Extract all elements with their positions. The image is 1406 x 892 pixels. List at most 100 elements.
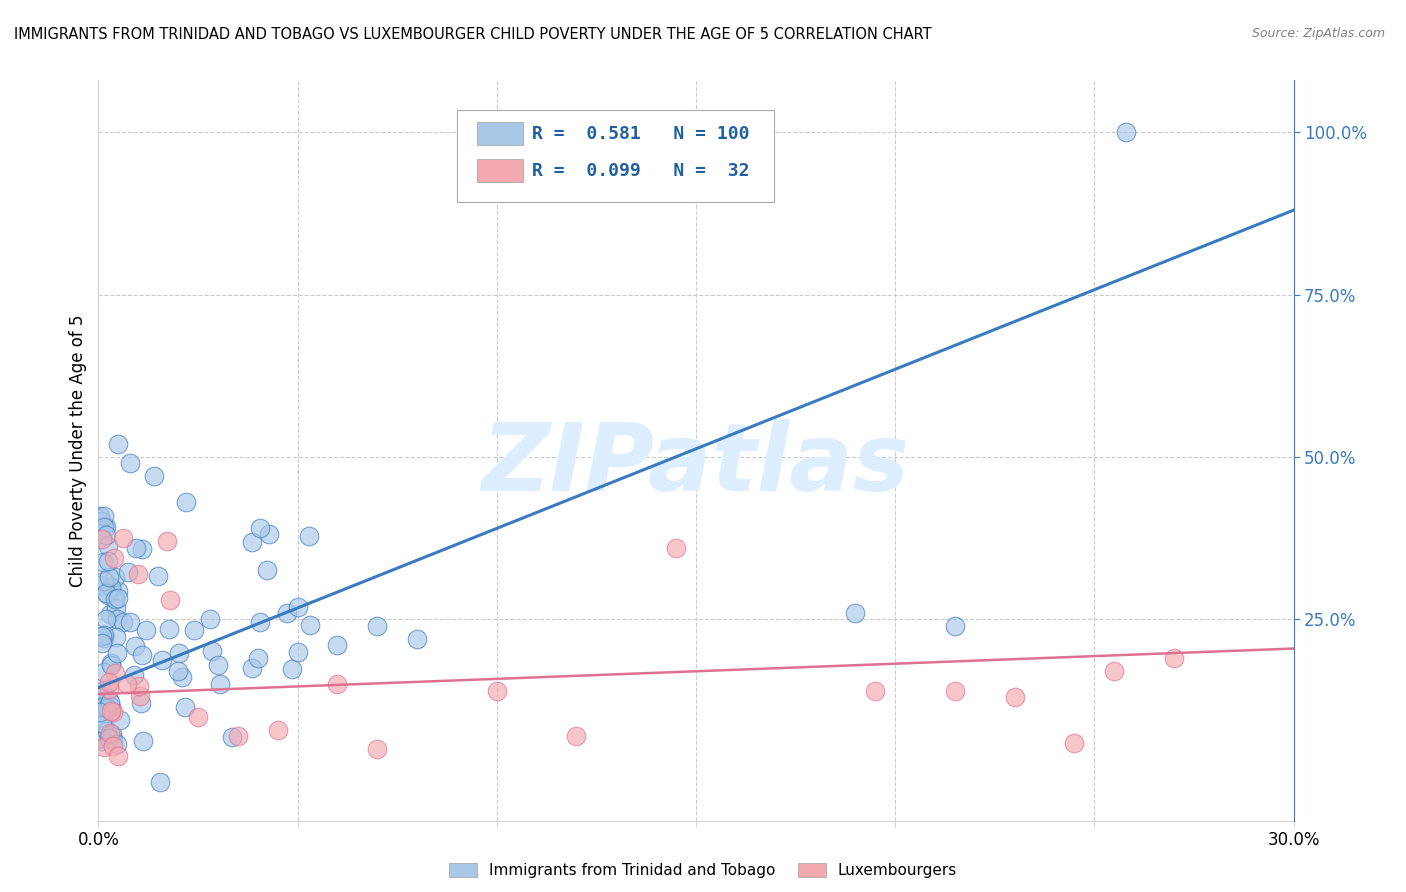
Point <box>97 569 120 583</box>
Point <box>98 607 121 622</box>
Point <box>366 619 388 633</box>
Point <box>149 774 172 789</box>
Point <box>94 612 117 626</box>
Point <box>124 639 146 653</box>
Point <box>326 677 349 691</box>
Point <box>246 651 269 665</box>
Point <box>90 514 112 528</box>
Point <box>118 615 141 629</box>
Point <box>91 711 114 725</box>
Point <box>150 653 173 667</box>
Point <box>91 532 114 546</box>
Point <box>94 528 117 542</box>
FancyBboxPatch shape <box>477 122 523 145</box>
Y-axis label: Child Poverty Under the Age of 5: Child Poverty Under the Age of 5 <box>69 314 87 587</box>
Point <box>1104 665 1126 679</box>
Point <box>89 578 111 592</box>
Point <box>101 739 124 753</box>
Point <box>103 551 125 566</box>
Point <box>326 638 349 652</box>
Point <box>1163 651 1185 665</box>
Point <box>298 529 321 543</box>
Point <box>173 700 195 714</box>
Point <box>276 607 298 621</box>
Point <box>107 591 129 605</box>
Point <box>159 592 181 607</box>
Point <box>174 495 197 509</box>
Point <box>93 665 115 679</box>
Point <box>96 520 118 534</box>
Point <box>406 632 429 646</box>
Point <box>97 691 120 706</box>
Point <box>183 624 205 638</box>
Point <box>105 737 128 751</box>
Point <box>100 658 122 673</box>
Text: IMMIGRANTS FROM TRINIDAD AND TOBAGO VS LUXEMBOURGER CHILD POVERTY UNDER THE AGE : IMMIGRANTS FROM TRINIDAD AND TOBAGO VS L… <box>14 27 932 42</box>
Point <box>89 523 111 537</box>
Point <box>242 661 264 675</box>
Point <box>100 581 122 595</box>
Point <box>104 570 127 584</box>
Point <box>207 657 229 672</box>
Point <box>98 675 121 690</box>
Point <box>91 683 114 698</box>
Legend: Immigrants from Trinidad and Tobago, Luxembourgers: Immigrants from Trinidad and Tobago, Lux… <box>443 857 963 884</box>
Point <box>226 729 249 743</box>
Point <box>943 683 966 698</box>
Point <box>124 541 146 555</box>
Text: Source: ZipAtlas.com: Source: ZipAtlas.com <box>1251 27 1385 40</box>
Point <box>156 533 179 548</box>
Point <box>131 541 153 556</box>
Point <box>221 731 243 745</box>
Point <box>105 630 128 644</box>
Point <box>91 636 114 650</box>
Point <box>105 647 128 661</box>
Point <box>112 532 135 546</box>
Point <box>97 554 120 568</box>
Point <box>104 592 127 607</box>
Point <box>90 733 112 747</box>
Point <box>198 612 221 626</box>
Point <box>105 601 128 615</box>
Point <box>93 628 115 642</box>
Point <box>131 648 153 662</box>
Point <box>107 748 129 763</box>
Point <box>115 676 138 690</box>
Point <box>96 701 118 715</box>
Point <box>665 541 688 555</box>
Point <box>143 469 166 483</box>
Point <box>94 586 117 600</box>
Point <box>97 702 120 716</box>
Point <box>1063 736 1085 750</box>
Point <box>91 700 114 714</box>
Point <box>565 729 588 743</box>
Point <box>167 665 190 679</box>
Text: R =  0.099   N =  32: R = 0.099 N = 32 <box>533 161 749 179</box>
Point <box>366 742 388 756</box>
FancyBboxPatch shape <box>477 160 523 182</box>
Point <box>97 731 120 745</box>
Point <box>98 726 121 740</box>
Point <box>127 566 149 581</box>
Point <box>129 696 152 710</box>
Point <box>107 583 129 598</box>
Point <box>110 714 132 728</box>
Point <box>120 457 142 471</box>
Point <box>485 683 508 698</box>
Point <box>1004 690 1026 705</box>
Point <box>97 539 120 553</box>
Point <box>93 519 115 533</box>
Point <box>97 681 120 696</box>
Point <box>117 565 139 579</box>
Text: ZIPatlas: ZIPatlas <box>482 419 910 511</box>
Point <box>100 704 122 718</box>
Point <box>128 679 150 693</box>
Point <box>103 706 125 720</box>
Point <box>257 527 280 541</box>
Point <box>132 733 155 747</box>
Point <box>91 689 114 703</box>
Point <box>93 574 115 589</box>
Point <box>89 731 111 745</box>
Point <box>287 645 309 659</box>
Point <box>89 705 111 719</box>
